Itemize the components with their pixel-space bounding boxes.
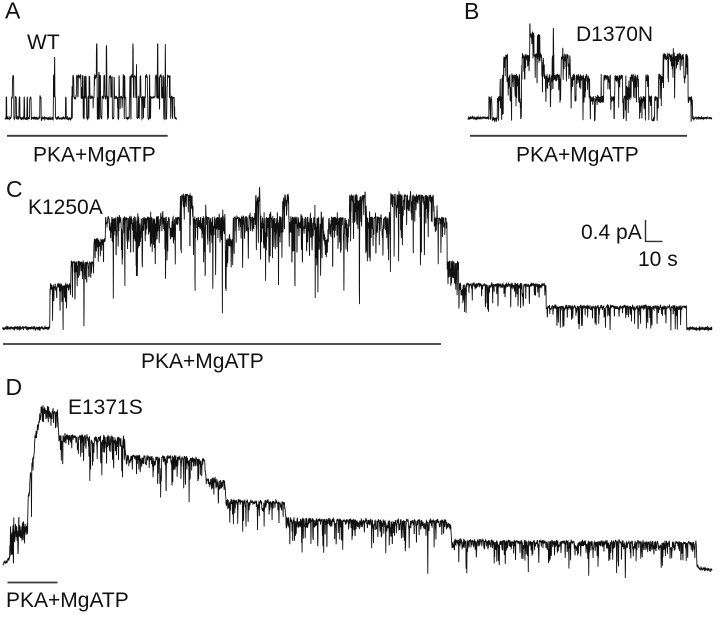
svg-text:E1371S: E1371S xyxy=(68,396,143,419)
svg-text:A: A xyxy=(5,0,21,24)
svg-text:WT: WT xyxy=(27,31,60,54)
svg-text:PKA+MgATP: PKA+MgATP xyxy=(141,350,264,373)
svg-text:D: D xyxy=(6,374,23,400)
svg-text:D1370N: D1370N xyxy=(576,23,653,46)
svg-text:PKA+MgATP: PKA+MgATP xyxy=(516,144,639,167)
svg-text:C: C xyxy=(6,176,23,202)
svg-text:PKA+MgATP: PKA+MgATP xyxy=(6,589,129,612)
svg-text:K1250A: K1250A xyxy=(28,196,103,219)
svg-text:PKA+MgATP: PKA+MgATP xyxy=(33,144,156,167)
svg-text:10 s: 10 s xyxy=(638,248,678,271)
svg-text:0.4 pA: 0.4 pA xyxy=(581,221,642,244)
svg-text:B: B xyxy=(464,0,479,24)
